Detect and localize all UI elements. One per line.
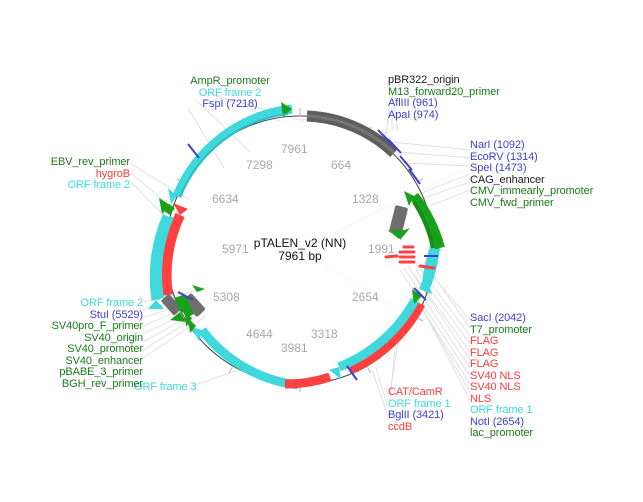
label-group-top-left[interactable]: AmpR_promoter ORF frame 2 FspI (7218): [155, 75, 305, 111]
label-flag-2[interactable]: FLAG: [470, 346, 499, 359]
tick-label-6634: 6634: [212, 192, 239, 206]
tick-label-3981: 3981: [281, 341, 308, 355]
label-nls[interactable]: NLS: [470, 392, 492, 405]
tick-label-7961: 7961: [281, 142, 308, 156]
label-noti-2654[interactable]: NotI (2654): [470, 415, 524, 428]
label-orf-frame-2-bottom[interactable]: ORF frame 2: [80, 297, 144, 309]
label-group-right-lower[interactable]: SacI (2042) T7_promoter FLAG FLAG FLAG S…: [470, 312, 533, 440]
label-orf-frame-2-top[interactable]: ORF frame 2: [198, 86, 262, 99]
tick-label-2654: 2654: [352, 290, 379, 304]
label-group-top-right[interactable]: pBR322_origin M13_forward20_primer AflII…: [388, 74, 500, 121]
label-hygrob[interactable]: hygroB: [95, 167, 130, 180]
tick-label-7298: 7298: [246, 158, 273, 172]
feature-cat-camr[interactable]: [329, 297, 426, 379]
label-lac-promoter[interactable]: lac_promoter: [470, 427, 533, 439]
label-bglii-3421[interactable]: BglII (3421): [388, 409, 444, 421]
tick-label-4644: 4644: [246, 327, 273, 341]
plasmid-size: 7961 bp: [278, 249, 322, 263]
label-fspi-7218[interactable]: FspI (7218): [202, 98, 258, 110]
label-cmv-immearly-promoter[interactable]: CMV_immearly_promoter: [470, 185, 594, 197]
feature-orf-frame-2-upper-inner[interactable]: [179, 113, 289, 198]
label-pbr322-origin[interactable]: pBR322_origin: [388, 74, 460, 86]
feature-orf-frame-2-left-thin[interactable]: [158, 216, 174, 299]
label-group-bottom-left[interactable]: ORF frame 2 StuI (5529) SV40pro_F_primer…: [0, 297, 144, 390]
label-nari-1092[interactable]: NarI (1092): [470, 139, 525, 151]
label-aflIII-961[interactable]: AflIII (961): [388, 97, 438, 109]
feature-cmv-cag[interactable]: [388, 191, 445, 250]
label-ampr-promoter[interactable]: AmpR_promoter: [190, 75, 270, 87]
label-bgh-rev-primer[interactable]: BGH_rev_primer: [61, 377, 143, 390]
label-cat-camr[interactable]: CAT/CamR: [388, 386, 443, 398]
label-pbabe-3-primer[interactable]: pBABE_3_primer: [59, 366, 143, 378]
feature-flag-nls-tags[interactable]: [384, 245, 436, 270]
label-flag-1[interactable]: FLAG: [470, 335, 499, 347]
label-sv40-nls-1[interactable]: SV40 NLS: [470, 369, 521, 382]
label-group-bottom-right[interactable]: CAT/CamR ORF frame 1 BglII (3421) ccdB: [388, 386, 451, 433]
label-sv40-origin[interactable]: SV40_origin: [84, 331, 143, 344]
label-group-bottom-center[interactable]: ORF frame 3: [134, 381, 197, 394]
label-sv40-nls-2[interactable]: SV40 NLS: [470, 381, 521, 393]
tick-label-5308: 5308: [213, 290, 240, 304]
tick-label-5971: 5971: [222, 242, 249, 256]
plasmid-title-block: pTALEN_v2 (NN) 7961 bp: [200, 237, 400, 263]
feature-hygrob[interactable]: [161, 203, 188, 296]
tick-label-664: 664: [331, 158, 352, 172]
label-orf-frame-2-left[interactable]: ORF frame 2: [67, 179, 131, 191]
label-sv40-enhancer[interactable]: SV40_enhancer: [65, 354, 143, 367]
label-ecorv-1314[interactable]: EcoRV (1314): [470, 150, 538, 163]
label-ccdb[interactable]: ccdB: [388, 420, 413, 433]
feature-orf-frame-2-left[interactable]: [148, 214, 172, 309]
label-flag-3[interactable]: FLAG: [470, 358, 499, 370]
feature-sv40-cluster[interactable]: [161, 285, 206, 327]
label-orf-frame-1-bottom[interactable]: ORF frame 1: [388, 397, 451, 410]
feature-orf-frame-2-upper[interactable]: [168, 102, 293, 204]
label-ebv-rev-primer[interactable]: EBV_rev_primer: [50, 156, 130, 168]
label-sv40pro-f-primer[interactable]: SV40pro_F_primer: [51, 320, 143, 332]
label-group-right-upper[interactable]: NarI (1092) EcoRV (1314) SpeI (1473) CAG…: [470, 139, 594, 209]
plasmid-name: pTALEN_v2 (NN): [253, 236, 347, 250]
label-saci-2042[interactable]: SacI (2042): [470, 312, 526, 324]
label-cag-enhancer[interactable]: CAG_enhancer: [470, 173, 545, 186]
tick-label-1991: 1991: [368, 242, 395, 256]
label-spei-1473[interactable]: SpeI (1473): [470, 162, 527, 174]
label-cmv-fwd-primer[interactable]: CMV_fwd_primer: [470, 196, 554, 209]
label-sv40-promoter[interactable]: SV40_promoter: [67, 343, 143, 355]
label-apai-974[interactable]: ApaI (974): [388, 108, 439, 121]
label-stui-5529[interactable]: StuI (5529): [89, 308, 143, 321]
label-group-left-middle[interactable]: EBV_rev_primer hygroB ORF frame 2: [0, 156, 131, 192]
label-t7-promoter[interactable]: T7_promoter: [470, 323, 532, 336]
feature-ccdb-bottom[interactable]: [284, 372, 332, 389]
label-m13-forward20-primer[interactable]: M13_forward20_primer: [388, 85, 500, 98]
feature-ampr-promoter[interactable]: [159, 198, 175, 215]
tick-label-1328: 1328: [352, 192, 379, 206]
label-orf-frame-3[interactable]: ORF frame 3: [134, 381, 197, 393]
feature-pbr322-origin[interactable]: [306, 110, 398, 158]
feature-orf-frame-1-right[interactable]: [412, 245, 440, 304]
tick-label-3318: 3318: [311, 327, 338, 341]
label-orf-frame-1-right[interactable]: ORF frame 1: [470, 404, 533, 416]
restriction-site-ticks[interactable]: [177, 129, 438, 381]
